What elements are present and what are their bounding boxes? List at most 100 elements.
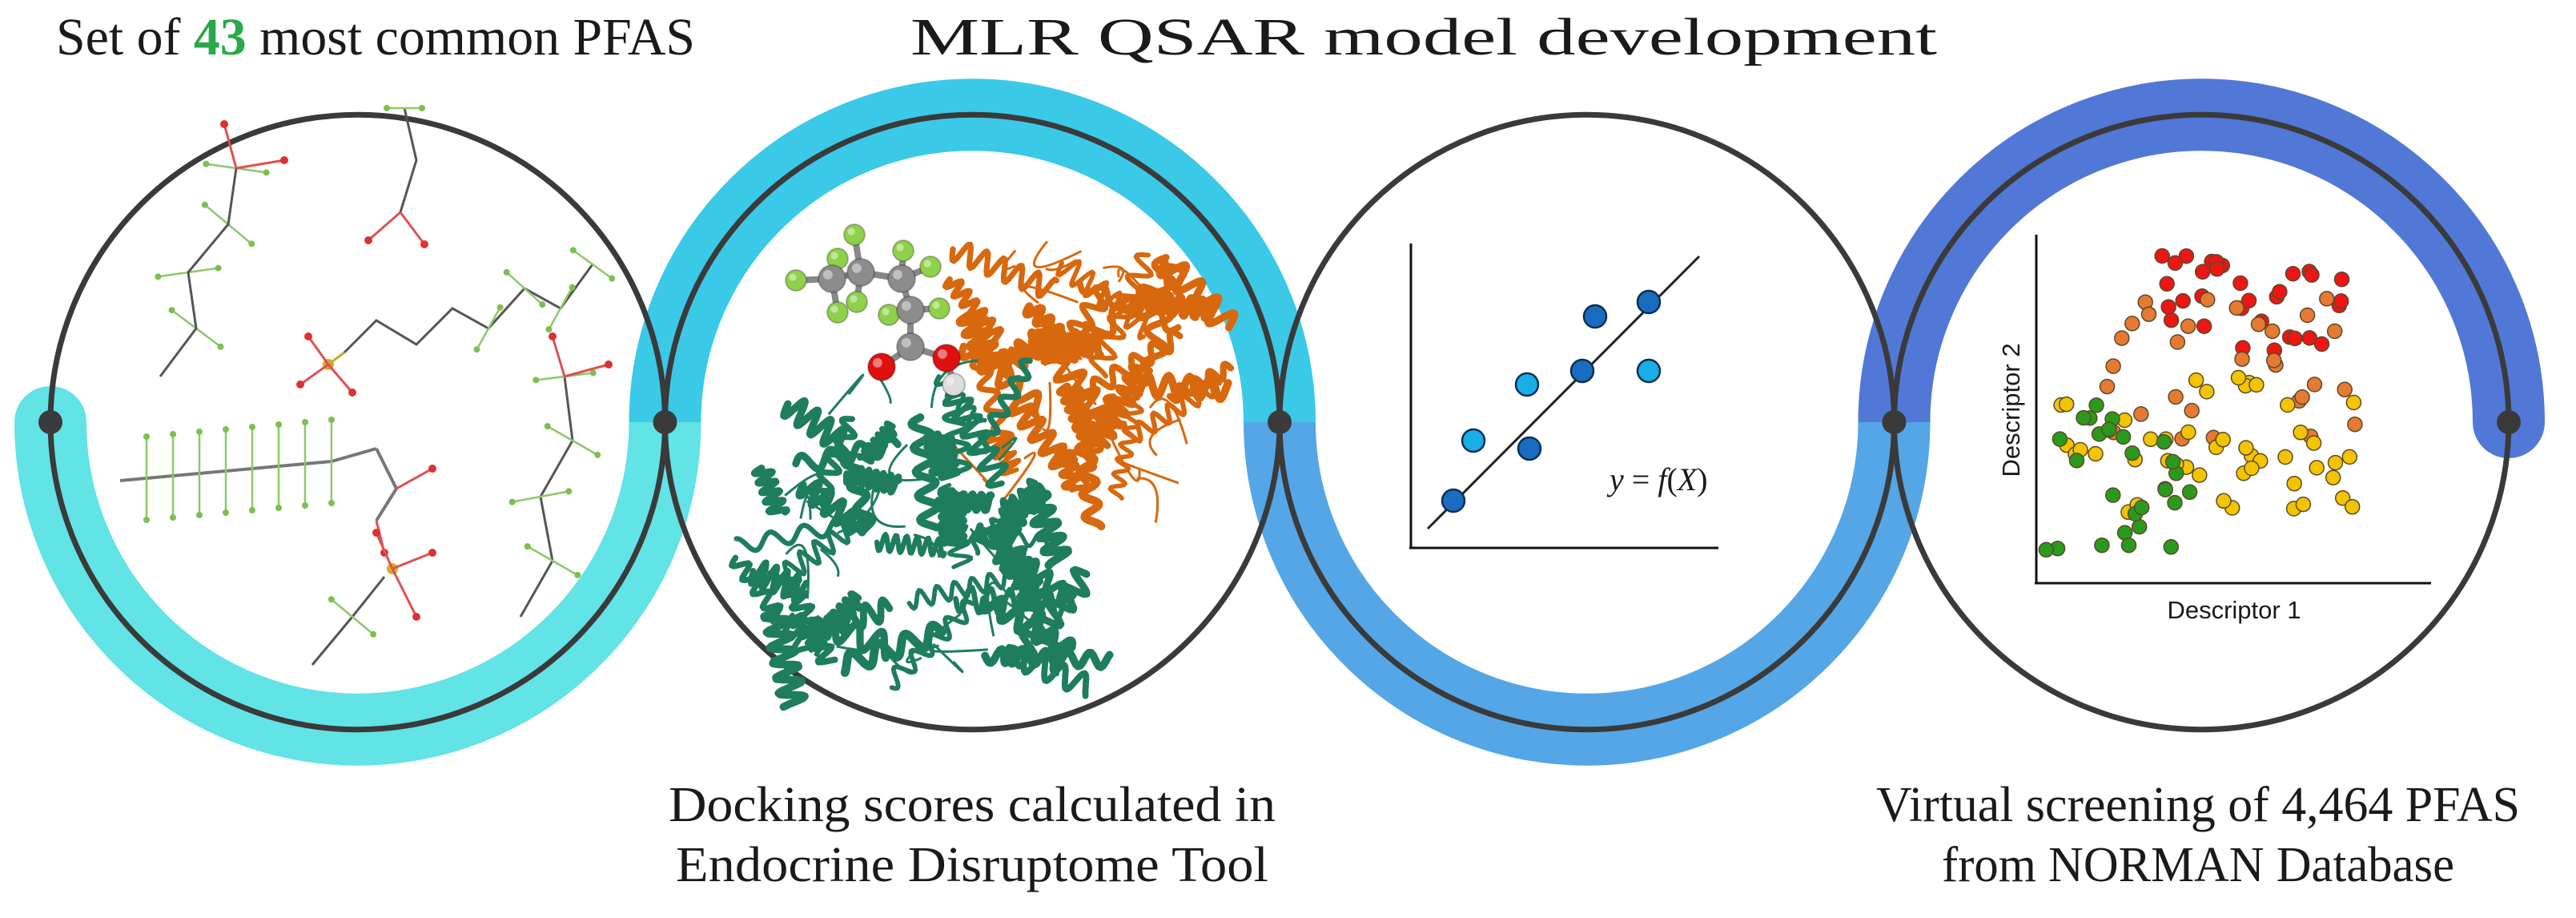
oxygen-atom bbox=[364, 236, 372, 244]
oxygen-atom bbox=[932, 344, 961, 372]
hydrogen-atom bbox=[942, 372, 966, 397]
fluorine-atom bbox=[594, 451, 601, 458]
yellow-point bbox=[2216, 493, 2232, 509]
fluorine-atom bbox=[419, 105, 425, 111]
qsar-data-point bbox=[1636, 358, 1662, 384]
fluorine-atom bbox=[275, 421, 282, 428]
orange-point bbox=[2168, 389, 2184, 405]
step3-title: MLR QSAR model development bbox=[910, 8, 1937, 66]
red-point bbox=[2167, 255, 2184, 272]
fluorine-atom bbox=[223, 426, 229, 433]
oxygen-atom bbox=[280, 156, 288, 164]
yellow-point bbox=[2188, 372, 2204, 389]
protein-helix bbox=[987, 504, 1027, 553]
fluorine-atom bbox=[545, 326, 553, 333]
oxygen-atom bbox=[348, 389, 356, 397]
protein-helix bbox=[1027, 328, 1111, 440]
fluorine-atom bbox=[928, 297, 950, 320]
carbon-atom bbox=[846, 258, 875, 287]
protein-helix bbox=[856, 420, 898, 465]
x-axis-label: Descriptor 1 bbox=[2167, 596, 2301, 624]
orange-point bbox=[2105, 358, 2121, 374]
fluorine-atom bbox=[473, 346, 480, 353]
fluorine-atom bbox=[170, 514, 176, 521]
protein-helix bbox=[748, 559, 810, 604]
protein-loop bbox=[1123, 461, 1179, 485]
step2-caption-line1: Docking scores calculated in bbox=[669, 778, 1276, 832]
green-point bbox=[2163, 539, 2180, 555]
protein-loop bbox=[1032, 240, 1083, 268]
green-point bbox=[2157, 481, 2173, 497]
yellow-point bbox=[2277, 449, 2293, 465]
bond bbox=[119, 447, 377, 482]
orange-point bbox=[2228, 300, 2244, 316]
green-point bbox=[2115, 429, 2132, 445]
protein-loop bbox=[1042, 381, 1052, 432]
yellow-point bbox=[2325, 469, 2341, 485]
oxygen-atom-highlight bbox=[872, 357, 882, 368]
red-point bbox=[2232, 275, 2248, 292]
protein-loop bbox=[987, 582, 1013, 637]
fluorine-atom bbox=[524, 543, 531, 550]
yellow-point bbox=[2230, 369, 2247, 386]
red-point bbox=[2194, 264, 2211, 280]
equation-y: y bbox=[1606, 461, 1624, 497]
equation-close: ) bbox=[1697, 461, 1707, 497]
orange-point bbox=[2200, 292, 2216, 308]
fluorine-atom bbox=[249, 507, 255, 513]
fluorine-atom bbox=[328, 596, 335, 603]
fluorine-atom bbox=[569, 247, 577, 254]
fluorine-atom bbox=[826, 301, 849, 324]
green-point bbox=[2052, 431, 2068, 447]
protein-helix bbox=[983, 433, 1022, 477]
orange-point bbox=[2299, 307, 2316, 324]
yellow-point bbox=[2345, 394, 2362, 411]
protein-helix bbox=[995, 542, 1049, 612]
step1-count-highlight: 43 bbox=[194, 8, 247, 66]
bond bbox=[299, 363, 329, 386]
orange-point bbox=[2265, 323, 2281, 340]
fluorine-atom bbox=[170, 431, 176, 437]
protein-helix bbox=[1052, 443, 1083, 491]
protein-helix bbox=[750, 464, 790, 516]
orange-point bbox=[2169, 334, 2186, 350]
step4-caption-line1: Virtual screening of 4,464 PFAS bbox=[1876, 778, 2520, 832]
bond bbox=[505, 272, 544, 305]
fluorine-atom bbox=[532, 376, 540, 384]
red-point bbox=[2160, 299, 2176, 315]
green-point bbox=[2088, 397, 2104, 413]
qsar-data-point bbox=[1569, 358, 1595, 384]
connector-nodes bbox=[38, 410, 2521, 434]
qsar-data-point bbox=[1441, 488, 1466, 513]
oxygen-atom bbox=[412, 613, 420, 621]
fluorine-atom bbox=[544, 423, 551, 430]
orange-point bbox=[2184, 402, 2200, 419]
oxygen-atom-highlight bbox=[937, 348, 947, 359]
protein-helix bbox=[874, 532, 947, 559]
orange-point bbox=[2306, 376, 2323, 393]
equation-x: X bbox=[1676, 461, 1698, 497]
protein-loop bbox=[836, 645, 867, 652]
fluorine-atom bbox=[785, 269, 807, 292]
orange-point bbox=[2124, 316, 2140, 332]
bond bbox=[512, 490, 569, 503]
green-point bbox=[2076, 409, 2092, 426]
red-point bbox=[2208, 260, 2225, 277]
yellow-point bbox=[2058, 396, 2075, 413]
protein-loop bbox=[930, 359, 979, 409]
fluorine-atom bbox=[574, 571, 581, 578]
bond bbox=[375, 448, 399, 522]
protein-helix bbox=[1166, 360, 1235, 405]
carbon-atom bbox=[896, 296, 925, 324]
carbon-atom-highlight bbox=[851, 263, 862, 273]
qsar-points bbox=[1441, 289, 1662, 513]
fluorine-atom bbox=[328, 500, 335, 506]
protein-helix bbox=[1084, 328, 1184, 402]
bond bbox=[307, 336, 330, 365]
bond bbox=[527, 546, 578, 576]
protein-helix bbox=[953, 584, 1077, 621]
protein-helix bbox=[1133, 288, 1219, 323]
orange-point bbox=[2099, 378, 2116, 395]
red-point bbox=[2333, 271, 2350, 288]
